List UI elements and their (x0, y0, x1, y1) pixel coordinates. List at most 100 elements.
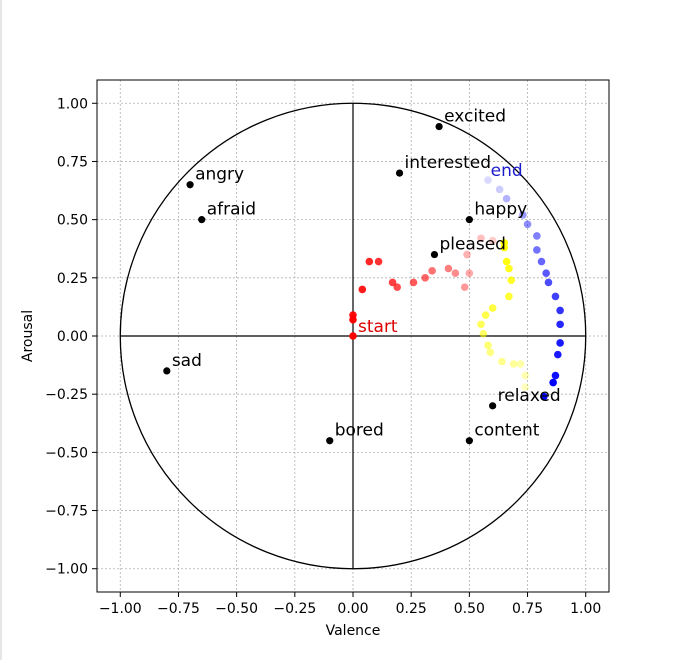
trajectory-point (488, 236, 497, 245)
trajectory-point (537, 257, 546, 266)
trajectory-point (488, 304, 497, 312)
emotion-label: excited (444, 107, 506, 127)
trajectory-point (554, 350, 562, 359)
trajectory-point (519, 211, 527, 219)
y-tick-label: −1.00 (45, 562, 88, 578)
trajectory-point (477, 320, 485, 329)
emotion-layer: excited interested angry afraid happy pleased… (163, 107, 561, 445)
y-tick-label: 0.25 (57, 271, 88, 287)
trajectory-point (502, 257, 511, 266)
trajectory-point (523, 220, 532, 229)
x-tick-label: 1.00 (570, 601, 601, 617)
trajectory-point (507, 276, 516, 284)
trajectory-point (549, 378, 557, 387)
emotion-point (326, 437, 334, 445)
emotion-label: interested (405, 153, 491, 173)
trajectory-point (556, 339, 564, 347)
trajectory-point (556, 320, 564, 329)
emotion-point (465, 437, 473, 445)
trajectory-point (428, 267, 436, 275)
emotion-point (465, 216, 473, 224)
x-axis-label: Valence (326, 623, 381, 639)
trajectory-point (505, 264, 513, 273)
x-tick-label: −0.75 (157, 601, 200, 617)
x-tick-label: −0.50 (215, 601, 258, 617)
trajectory-annotation: end (491, 161, 523, 181)
trajectory-point (421, 274, 429, 282)
y-axis-label: Arousal (20, 310, 36, 362)
trajectory-point (374, 257, 383, 266)
trajectory-point (349, 332, 357, 340)
series-layer (349, 176, 564, 401)
trajectory-point (533, 246, 541, 254)
trajectory-point (509, 360, 518, 368)
x-tick-label: −1.00 (99, 601, 142, 617)
trajectory-point (451, 269, 460, 277)
emotion-label: afraid (207, 200, 256, 220)
trajectory-point (358, 285, 367, 294)
trajectory-point (500, 243, 509, 252)
trajectory-point (486, 348, 495, 357)
trajectory-point (551, 371, 560, 380)
trajectory-point (393, 283, 402, 291)
trajectory-point (516, 360, 525, 368)
x-tick-label: 0.50 (454, 601, 485, 617)
emotion-label: pleased (439, 235, 506, 255)
trajectory-point (495, 185, 504, 194)
x-tick-label: 0.75 (512, 601, 543, 617)
trajectory-point (498, 357, 506, 366)
trajectory-point (460, 283, 469, 291)
emotion-label: bored (335, 421, 384, 441)
trajectory-point (502, 194, 511, 203)
x-tick-label: 0.25 (396, 601, 427, 617)
emotion-label: angry (195, 165, 244, 185)
emotion-point (163, 367, 171, 375)
y-tick-label: −0.25 (45, 387, 88, 403)
trajectory-point (479, 329, 488, 338)
plot-frame (96, 79, 610, 593)
trajectory-point (484, 341, 492, 350)
trajectory-point (542, 269, 550, 277)
trajectory-point (540, 392, 548, 401)
trajectory-point (481, 311, 490, 319)
trajectory-point (409, 278, 418, 287)
trajectory-point (544, 278, 553, 287)
trajectory-point (444, 264, 453, 273)
x-tick-label: −0.25 (273, 601, 316, 617)
trajectory-point (551, 292, 560, 301)
trajectory-annotation: start (358, 317, 398, 337)
y-tick-label: 0.75 (57, 154, 88, 170)
trajectory-point (521, 383, 530, 392)
emotion-point (430, 250, 439, 259)
y-tick-label: −0.50 (45, 445, 88, 461)
emotion-point (435, 122, 443, 131)
emotion-point (395, 169, 404, 177)
y-tick-label: 0.00 (57, 329, 88, 345)
emotion-point (186, 181, 194, 189)
y-tick-label: 1.00 (57, 96, 88, 112)
trajectory-point (388, 278, 397, 287)
trajectory-point (484, 176, 492, 184)
emotion-label: happy (474, 200, 527, 220)
emotion-label: relaxed (498, 386, 561, 406)
trajectory-point (533, 232, 541, 240)
emotion-point (489, 402, 497, 410)
y-tick-label: −0.75 (45, 504, 88, 520)
trajectory-point (465, 269, 474, 277)
x-tick-label: 0.00 (337, 601, 368, 617)
trajectory-point (556, 306, 564, 315)
trajectory-point (477, 234, 485, 243)
trajectory-point (349, 311, 357, 319)
emotion-label: content (474, 421, 539, 441)
window-edge (0, 0, 2, 660)
trajectory-point (505, 292, 513, 301)
emotion-label: sad (172, 351, 202, 371)
y-tick-label: 0.50 (57, 213, 88, 229)
emotion-point (198, 216, 206, 224)
trajectory-point (521, 371, 530, 380)
trajectory-point (463, 250, 471, 259)
trajectory-point (365, 257, 374, 266)
tick-layer: −1.00 −0.75 −0.50 −0.25 0.00 0.25 0.50 0.75 1.00… (45, 96, 601, 617)
annotation-layer: start end (358, 161, 523, 337)
